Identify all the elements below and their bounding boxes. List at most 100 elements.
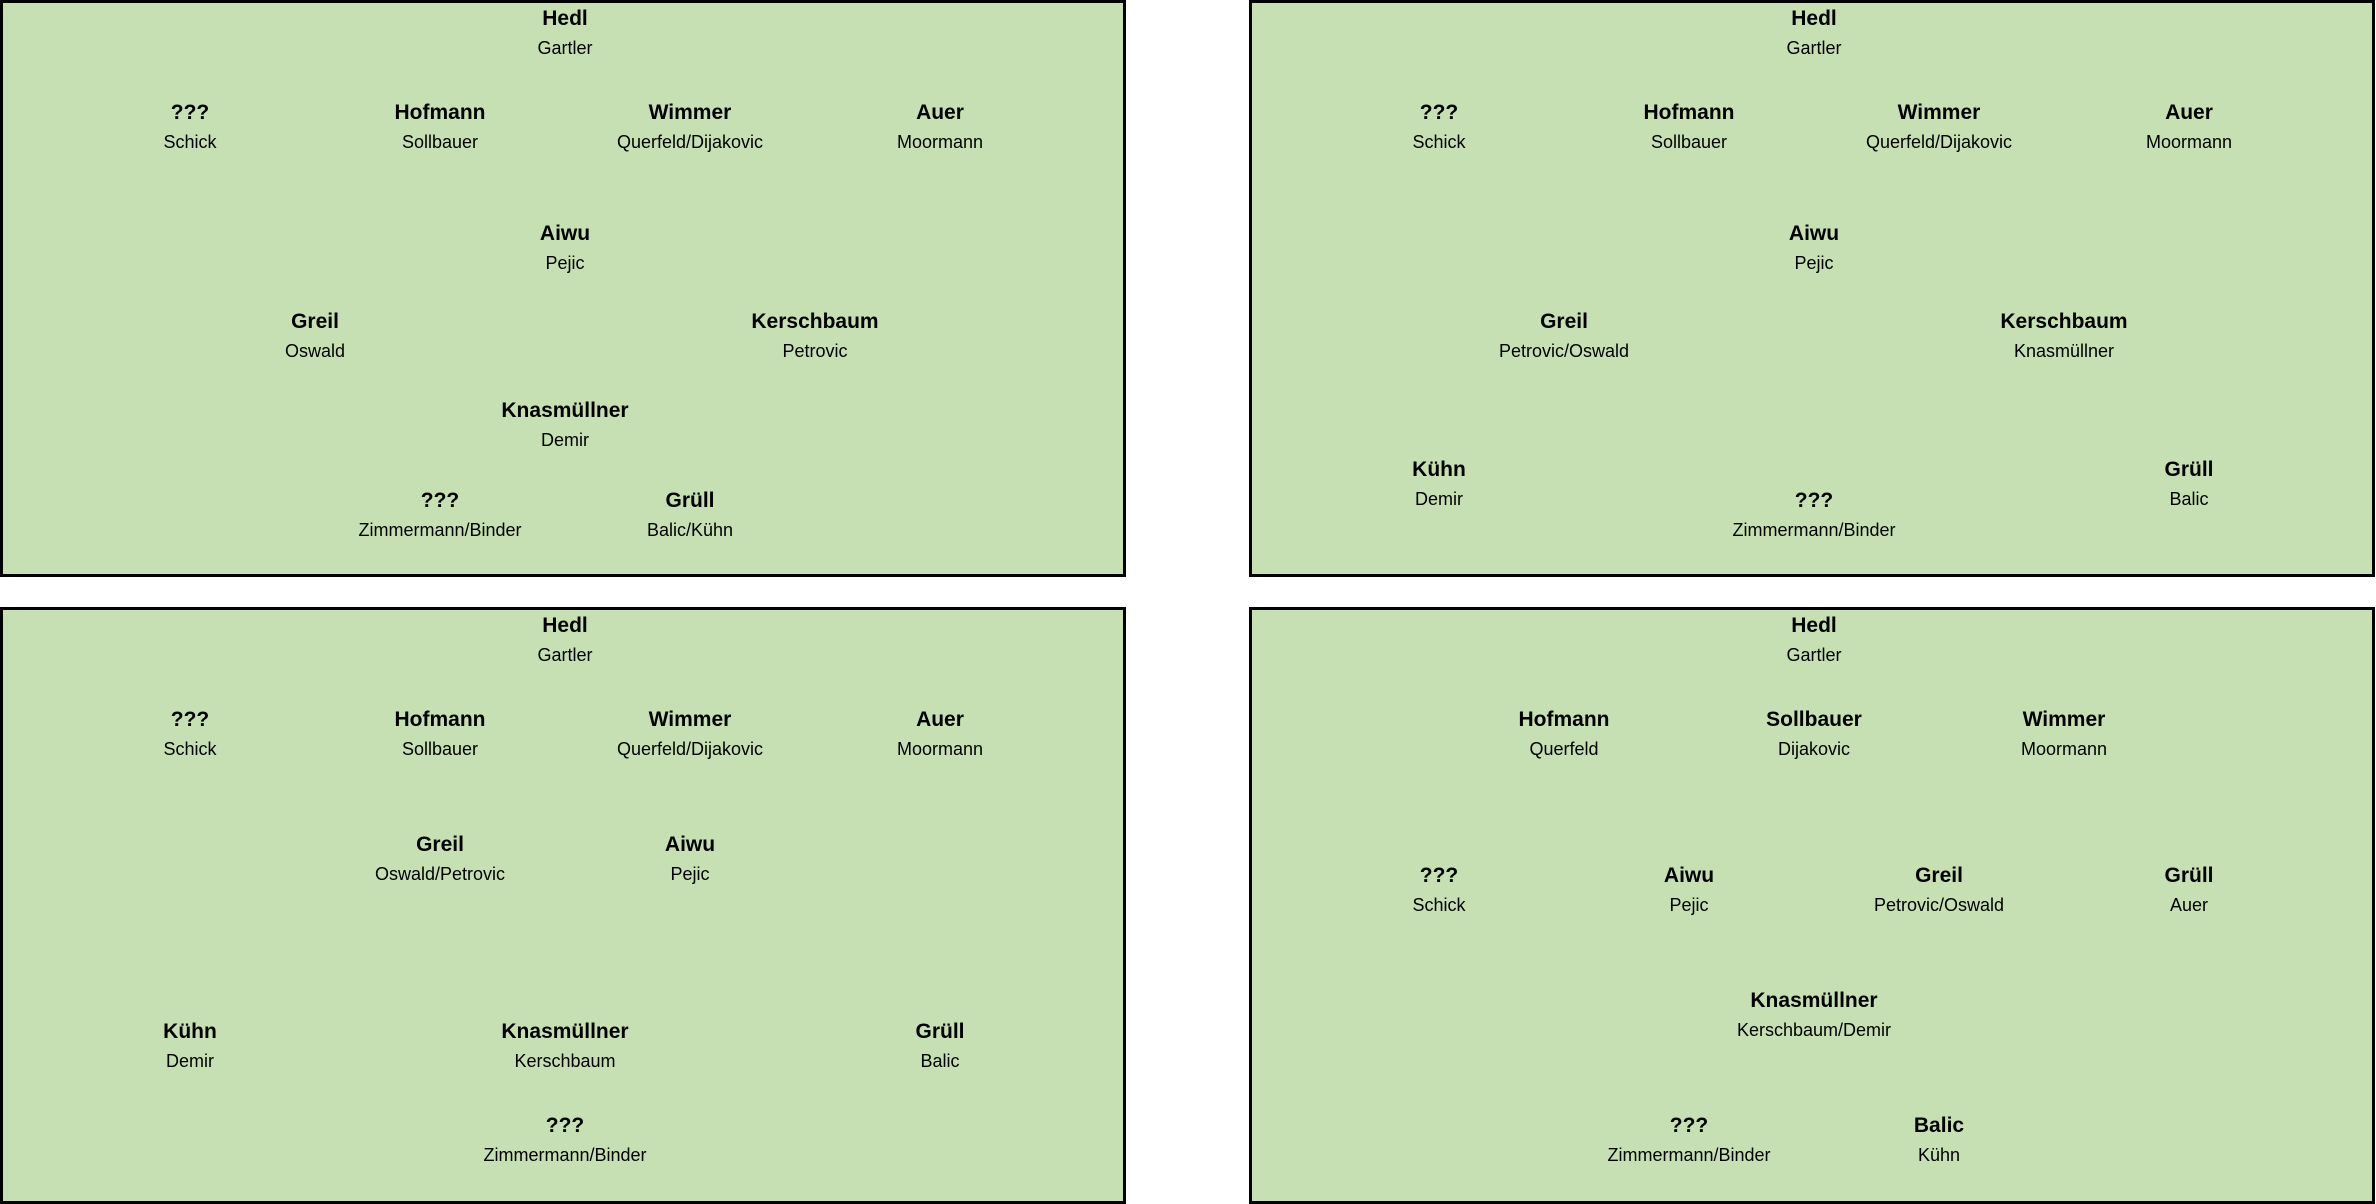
starter-name: ??? xyxy=(420,489,460,512)
player-position: Hofmann Querfeld xyxy=(1414,709,1714,758)
player-position: Grüll Auer xyxy=(2039,865,2339,914)
player-position: ??? Zimmermann/Binder xyxy=(1664,490,1964,539)
starter-name: Hedl xyxy=(1791,614,1837,637)
starter-name: Wimmer xyxy=(1897,101,1981,124)
starter-name: Balic xyxy=(1913,1114,1965,1137)
backup-name: Querfeld xyxy=(1529,739,1599,759)
starter-name: Wimmer xyxy=(2022,708,2106,731)
starter-name: Grüll xyxy=(665,489,715,512)
starter-name: Kerschbaum xyxy=(2000,310,2128,333)
backup-name: Zimmermann/Binder xyxy=(1732,520,1896,540)
backup-name: Balic/Kühn xyxy=(646,520,734,540)
starter-name: Aiwu xyxy=(1663,864,1715,887)
formation-pitch: Hedl Gartler ??? Schick Hofmann Sollbauer W… xyxy=(0,0,1126,577)
backup-name: Balic xyxy=(2169,489,2209,509)
starter-name: Sollbauer xyxy=(1766,708,1862,731)
backup-name: Kühn xyxy=(1917,1145,1961,1165)
backup-name: Schick xyxy=(163,739,217,759)
player-position: Hedl Gartler xyxy=(415,615,715,664)
player-position: Grüll Balic xyxy=(2039,459,2339,508)
backup-name: Zimmermann/Binder xyxy=(358,520,522,540)
starter-name: Aiwu xyxy=(664,833,716,856)
formation-pitch: Hedl Gartler Hofmann Querfeld Sollbauer Dij… xyxy=(1249,607,2375,1204)
player-position: Sollbauer Dijakovic xyxy=(1664,709,1964,758)
player-position: Greil Petrovic/Oswald xyxy=(1414,311,1714,360)
starter-name: Auer xyxy=(916,708,964,731)
starter-name: Knasmüllner xyxy=(501,1020,629,1043)
backup-name: Gartler xyxy=(1786,38,1842,58)
backup-name: Kerschbaum xyxy=(514,1051,616,1071)
backup-name: Schick xyxy=(1412,132,1466,152)
player-position: Auer Moormann xyxy=(790,102,1090,151)
backup-name: Querfeld/Dijakovic xyxy=(616,132,764,152)
backup-name: Moormann xyxy=(2145,132,2233,152)
starter-name: Aiwu xyxy=(1788,222,1840,245)
player-position: Greil Petrovic/Oswald xyxy=(1789,865,2089,914)
player-position: Grüll Balic/Kühn xyxy=(540,490,840,539)
starter-name: Greil xyxy=(291,310,339,333)
player-position: Knasmüllner Kerschbaum xyxy=(415,1021,715,1070)
player-position: Knasmüllner Kerschbaum/Demir xyxy=(1664,990,1964,1039)
backup-name: Gartler xyxy=(537,38,593,58)
starter-name: Grüll xyxy=(2164,864,2214,887)
starter-name: ??? xyxy=(170,101,210,124)
starter-name: Auer xyxy=(916,101,964,124)
player-position: Aiwu Pejic xyxy=(1664,223,1964,272)
starter-name: Grüll xyxy=(2164,458,2214,481)
backup-name: Querfeld/Dijakovic xyxy=(1865,132,2013,152)
backup-name: Schick xyxy=(1412,895,1466,915)
player-position: Auer Moormann xyxy=(790,709,1090,758)
starter-name: Aiwu xyxy=(539,222,591,245)
starter-name: Hofmann xyxy=(394,101,486,124)
player-position: Hedl Gartler xyxy=(1664,615,1964,664)
backup-name: Demir xyxy=(541,430,589,450)
starter-name: ??? xyxy=(545,1114,585,1137)
backup-name: Zimmermann/Binder xyxy=(1607,1145,1771,1165)
player-position: Greil Oswald/Petrovic xyxy=(290,834,590,883)
backup-name: Oswald xyxy=(284,341,346,361)
starter-name: Wimmer xyxy=(648,101,732,124)
player-position: Hofmann Sollbauer xyxy=(1539,102,1839,151)
backup-name: Pejic xyxy=(670,864,710,884)
player-position: Aiwu Pejic xyxy=(1539,865,1839,914)
player-position: ??? Schick xyxy=(40,709,340,758)
player-position: Wimmer Querfeld/Dijakovic xyxy=(1789,102,2089,151)
starter-name: ??? xyxy=(1794,489,1834,512)
starter-name: Hofmann xyxy=(1518,708,1610,731)
starter-name: Hofmann xyxy=(1643,101,1735,124)
player-position: Wimmer Moormann xyxy=(1914,709,2214,758)
player-position: ??? Zimmermann/Binder xyxy=(290,490,590,539)
backup-name: Demir xyxy=(166,1051,214,1071)
player-position: Wimmer Querfeld/Dijakovic xyxy=(540,709,840,758)
starter-name: Kühn xyxy=(1412,458,1466,481)
player-position: ??? Schick xyxy=(40,102,340,151)
backup-name: Sollbauer xyxy=(1650,132,1728,152)
backup-name: Dijakovic xyxy=(1777,739,1851,759)
backup-name: Pejic xyxy=(545,253,585,273)
starter-name: Kühn xyxy=(163,1020,217,1043)
backup-name: Balic xyxy=(920,1051,960,1071)
formation-pitch: Hedl Gartler ??? Schick Hofmann Sollbauer W… xyxy=(1249,0,2375,577)
starter-name: ??? xyxy=(1419,864,1459,887)
starter-name: Hedl xyxy=(542,614,588,637)
player-position: ??? Schick xyxy=(1289,865,1589,914)
starter-name: Knasmüllner xyxy=(1750,989,1878,1012)
player-position: Hofmann Sollbauer xyxy=(290,709,590,758)
backup-name: Gartler xyxy=(1786,645,1842,665)
backup-name: Sollbauer xyxy=(401,132,479,152)
backup-name: Querfeld/Dijakovic xyxy=(616,739,764,759)
starter-name: ??? xyxy=(1669,1114,1709,1137)
player-position: ??? Zimmermann/Binder xyxy=(1539,1115,1839,1164)
backup-name: Petrovic xyxy=(782,341,848,361)
backup-name: Pejic xyxy=(1669,895,1709,915)
backup-name: Auer xyxy=(2169,895,2209,915)
starter-name: Kerschbaum xyxy=(751,310,879,333)
backup-name: Kerschbaum/Demir xyxy=(1736,1020,1892,1040)
starter-name: ??? xyxy=(170,708,210,731)
player-position: Aiwu Pejic xyxy=(540,834,840,883)
backup-name: Petrovic/Oswald xyxy=(1498,341,1630,361)
backup-name: Pejic xyxy=(1794,253,1834,273)
player-position: Wimmer Querfeld/Dijakovic xyxy=(540,102,840,151)
backup-name: Moormann xyxy=(896,132,984,152)
player-position: Hofmann Sollbauer xyxy=(290,102,590,151)
